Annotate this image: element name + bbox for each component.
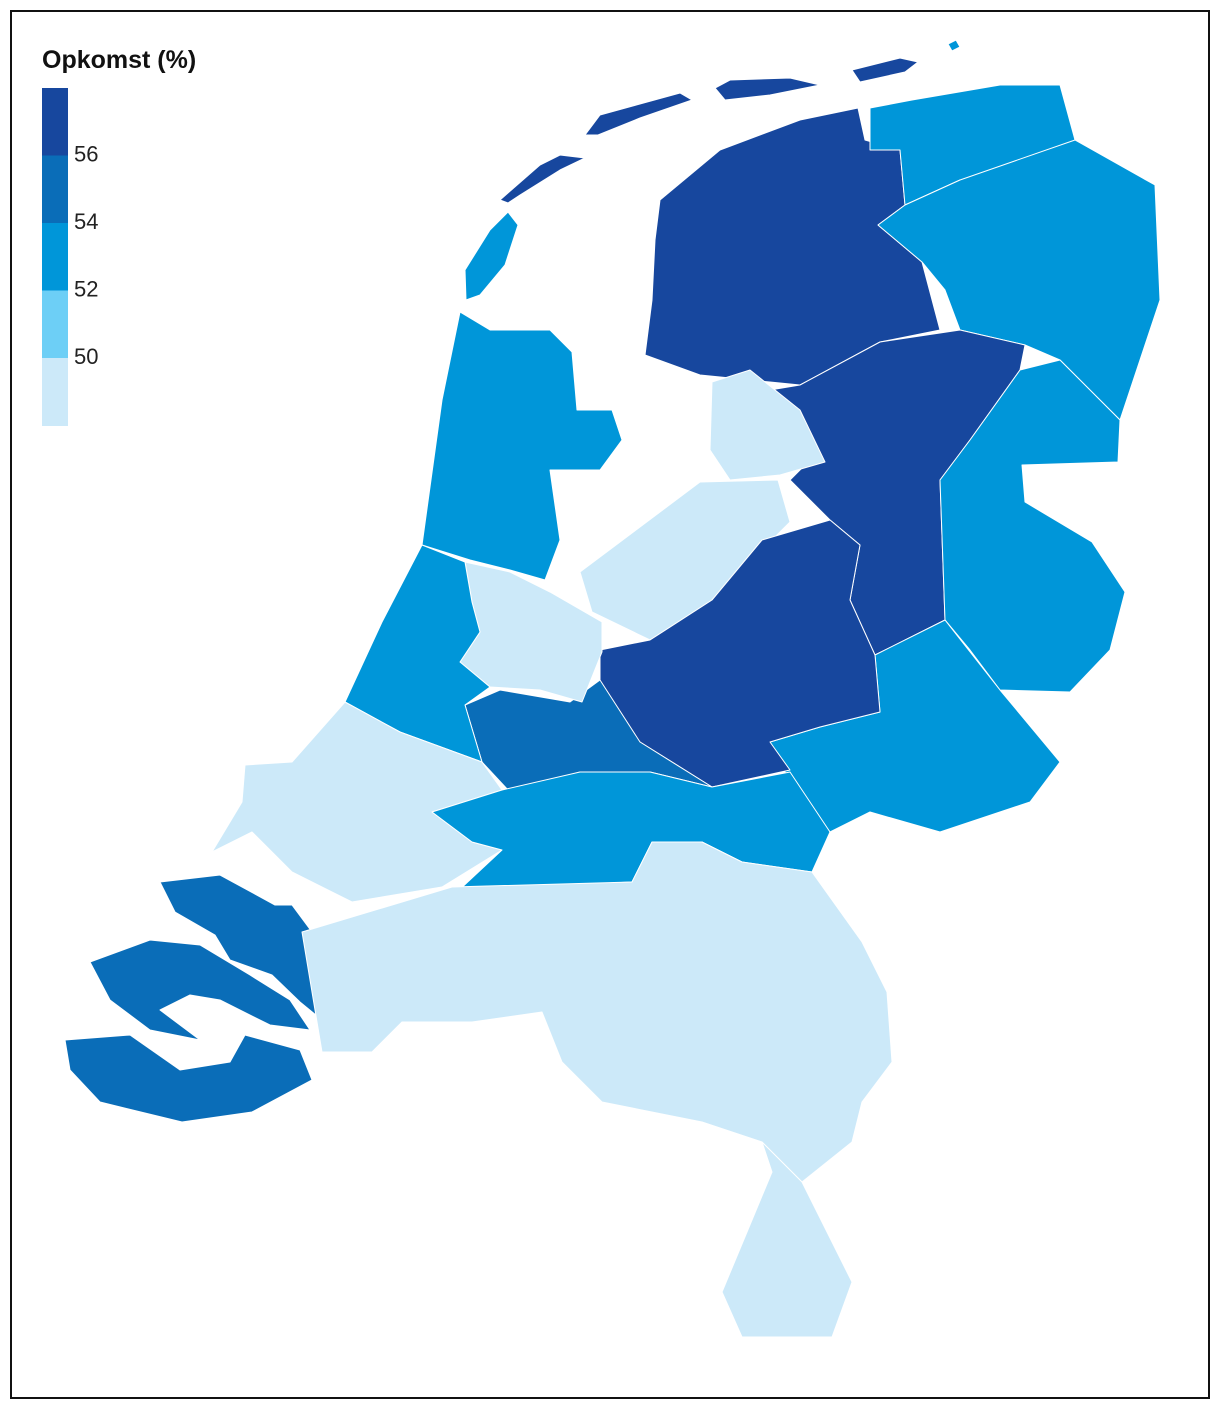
region [947, 39, 961, 52]
legend-tick-label: 56 [74, 141, 98, 166]
region [464, 211, 519, 301]
legend-swatch [42, 358, 68, 426]
region [89, 939, 311, 1041]
legend: Opkomst (%) 56 54 52 50 [42, 46, 196, 426]
legend-tick-label: 54 [74, 209, 98, 234]
region [714, 77, 821, 101]
region [211, 701, 503, 903]
legend-swatch [42, 290, 68, 359]
region [709, 369, 826, 481]
region [721, 1141, 853, 1338]
legend-swatch [42, 155, 68, 224]
region [851, 57, 919, 83]
region [344, 544, 491, 763]
legend-swatch [42, 223, 68, 291]
region [584, 92, 693, 136]
regions [64, 39, 1161, 1338]
region [301, 841, 893, 1183]
region [64, 1034, 313, 1123]
legend-swatch [42, 88, 68, 156]
region [939, 359, 1126, 693]
region [159, 874, 323, 1021]
region [421, 311, 623, 581]
legend-tick-label: 52 [74, 276, 98, 301]
legend-title: Opkomst (%) [42, 46, 196, 74]
legend-tick-label: 50 [74, 344, 98, 369]
region [499, 154, 586, 204]
